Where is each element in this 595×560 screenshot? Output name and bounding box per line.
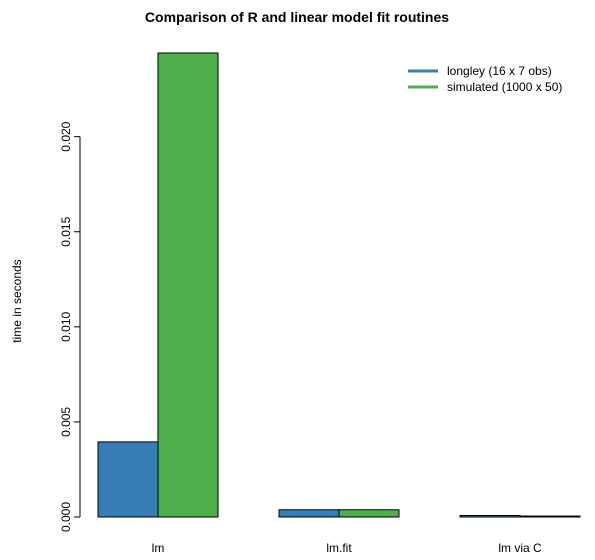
bar-lm-via-c-series-2 <box>519 515 581 518</box>
y-tick-label: 0.005 <box>59 407 73 437</box>
legend: longley (16 x 7 obs) simulated (1000 x 50… <box>408 64 562 94</box>
y-tick-label: 0.020 <box>59 121 73 151</box>
category-label: lm <box>152 541 165 555</box>
category-label: lm via C <box>498 541 542 555</box>
legend-label: simulated (1000 x 50) <box>447 80 562 94</box>
category-label: lm.fit <box>326 541 352 555</box>
y-axis-label: time in seconds <box>10 259 24 342</box>
y-axis: 0.000 0.005 0.010 0.015 0.020 <box>59 121 81 532</box>
y-tick-label: 0.010 <box>59 311 73 341</box>
bar-lm-fit-series-2 <box>338 509 400 518</box>
category-labels: lm lm.fit lm via C <box>152 541 542 555</box>
legend-label: longley (16 x 7 obs) <box>447 64 552 78</box>
bar-lm-series-1 <box>97 441 159 518</box>
y-tick-label: 0.000 <box>59 502 73 532</box>
y-tick-label: 0.015 <box>59 216 73 246</box>
bars <box>97 52 581 518</box>
bar-lm-fit-series-1 <box>278 509 340 518</box>
bar-lm-via-c-series-1 <box>459 514 521 518</box>
chart-title: Comparison of R and linear model fit rou… <box>145 9 449 25</box>
bar-lm-series-2 <box>157 52 219 518</box>
